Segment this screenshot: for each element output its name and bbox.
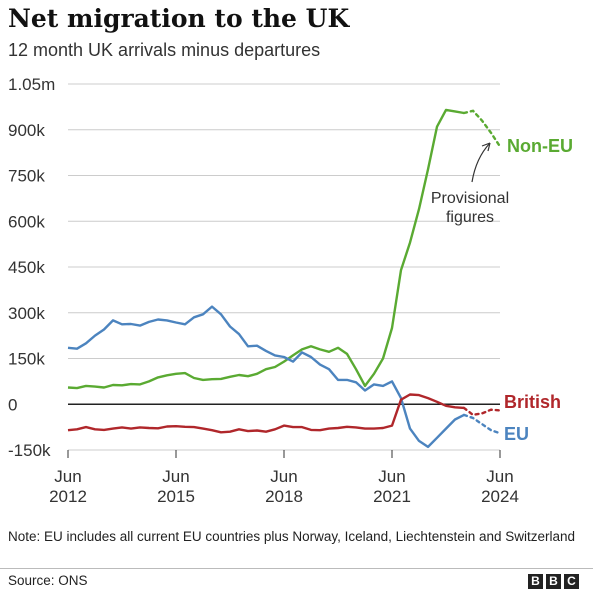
series-provisional-british bbox=[462, 406, 502, 417]
footer-divider bbox=[0, 568, 593, 569]
bbc-logo-letter: C bbox=[564, 574, 579, 589]
x-tick-label-year: 2012 bbox=[49, 487, 87, 506]
series-label: EU bbox=[504, 424, 529, 444]
y-tick-label: 150k bbox=[8, 350, 45, 369]
chart-subtitle: 12 month UK arrivals minus departures bbox=[8, 40, 321, 60]
y-tick-label: 450k bbox=[8, 258, 45, 277]
y-axis-tick-labels: -150k 0 150k 300k 450k 600k 750k 900k 1.05m bbox=[8, 75, 55, 460]
series-labels: Non-EU EU British bbox=[504, 136, 573, 444]
bbc-logo-letter: B bbox=[528, 574, 543, 589]
x-tick-label-year: 2015 bbox=[157, 487, 195, 506]
x-tick-label-year: 2021 bbox=[373, 487, 411, 506]
bbc-logo-letter: B bbox=[546, 574, 561, 589]
y-tick-label: 0 bbox=[8, 395, 17, 414]
series-line-eu bbox=[67, 305, 465, 449]
x-tick-label-year: 2024 bbox=[481, 487, 519, 506]
x-tick-label-month: Jun bbox=[162, 467, 189, 486]
series-line-british bbox=[67, 393, 465, 434]
provisional-annotation: Provisional figures bbox=[431, 142, 509, 226]
y-tick-label: 750k bbox=[8, 167, 45, 186]
gridlines bbox=[67, 83, 501, 458]
x-tick-label-year: 2018 bbox=[265, 487, 303, 506]
x-tick-label-month: Jun bbox=[486, 467, 513, 486]
series-lines bbox=[67, 108, 502, 449]
x-tick-label-month: Jun bbox=[54, 467, 81, 486]
annotation-arrowhead bbox=[481, 142, 491, 152]
series-label: Non-EU bbox=[507, 136, 573, 156]
annotation-text-line: Provisional bbox=[431, 190, 509, 207]
y-tick-label: 600k bbox=[8, 212, 45, 231]
chart-source: Source: ONS bbox=[8, 573, 88, 588]
series-label: British bbox=[504, 392, 561, 412]
series-provisional-eu bbox=[462, 413, 502, 435]
y-tick-label: 900k bbox=[8, 121, 45, 140]
y-tick-label: 1.05m bbox=[8, 75, 55, 94]
annotation-arrow bbox=[471, 142, 491, 183]
x-tick-label-month: Jun bbox=[270, 467, 297, 486]
y-tick-label: 300k bbox=[8, 304, 45, 323]
annotation-text-line: figures bbox=[446, 209, 494, 226]
series-provisional-non-eu bbox=[462, 109, 502, 148]
x-tick-label-month: Jun bbox=[378, 467, 405, 486]
series-line-non-eu bbox=[67, 108, 465, 390]
chart-note: Note: EU includes all current EU countri… bbox=[8, 529, 576, 544]
chart-title: Net migration to the UK bbox=[8, 4, 350, 33]
y-tick-label: -150k bbox=[8, 441, 51, 460]
bbc-logo: B B C bbox=[528, 574, 579, 589]
